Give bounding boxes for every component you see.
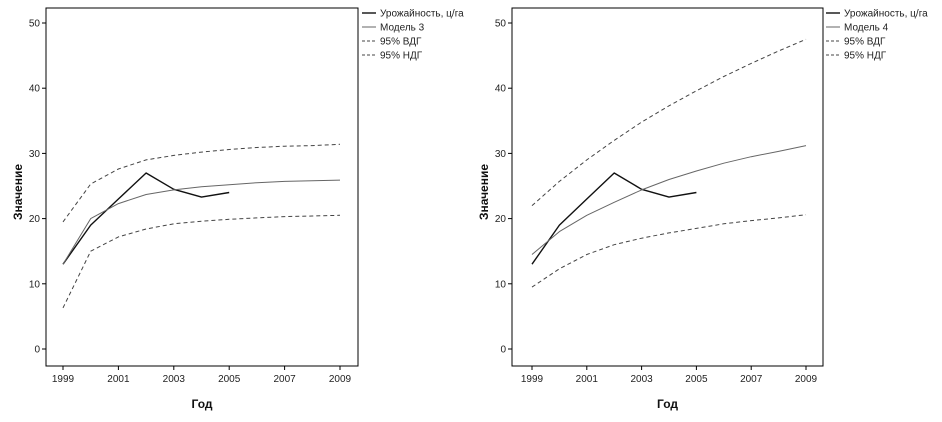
x-tick-label: 2003 <box>163 374 186 385</box>
y-tick-label: 0 <box>34 345 40 356</box>
series-line-4 <box>531 214 807 288</box>
y-axis-label: Значение <box>477 164 491 220</box>
series-line-3 <box>62 143 341 223</box>
legend-label: 95% НДГ <box>844 51 887 62</box>
x-tick-label: 2005 <box>218 374 241 385</box>
x-axis-label: Год <box>657 397 678 411</box>
y-tick-label: 20 <box>29 214 41 225</box>
y-tick-label: 40 <box>29 84 41 95</box>
x-tick-label: 2003 <box>630 374 653 385</box>
legend-label: Модель 3 <box>380 23 425 34</box>
x-tick-label: 2001 <box>107 374 130 385</box>
x-tick-label: 1999 <box>52 374 75 385</box>
x-tick-label: 2007 <box>273 374 296 385</box>
series-line-2 <box>62 179 341 265</box>
chart-panel-1: 0 10 20 30 40 50 1999 2001 2003 2005 2007 2009 Год Зн… <box>11 7 464 411</box>
plot-frame <box>511 7 824 367</box>
series-line-1 <box>531 172 697 265</box>
y-tick-label: 50 <box>495 19 507 30</box>
y-tick-label: 30 <box>495 149 507 160</box>
y-tick-label: 10 <box>495 279 507 290</box>
legend-label: 95% НДГ <box>380 51 423 62</box>
x-tick-label: 2007 <box>740 374 763 385</box>
y-tick-label: 10 <box>29 279 41 290</box>
series-line-2 <box>531 145 807 255</box>
legend-label: 95% ВДГ <box>844 37 886 48</box>
legend-label: 95% ВДГ <box>380 37 422 48</box>
x-tick-label: 2009 <box>329 374 352 385</box>
x-tick-label: 2009 <box>795 374 818 385</box>
legend-label: Урожайность, ц/га <box>380 9 464 20</box>
x-tick-label: 1999 <box>521 374 544 385</box>
legend-label: Урожайность, ц/га <box>844 9 928 20</box>
series-line-1 <box>62 172 230 265</box>
x-tick-label: 2005 <box>685 374 708 385</box>
series-line-4 <box>62 214 341 309</box>
y-tick-label: 30 <box>29 149 41 160</box>
legend-label: Модель 4 <box>844 23 889 34</box>
y-tick-label: 0 <box>500 345 506 356</box>
y-tick-label: 20 <box>495 214 507 225</box>
x-tick-label: 2001 <box>576 374 599 385</box>
y-axis-label: Значение <box>11 164 25 220</box>
y-tick-label: 40 <box>495 84 507 95</box>
y-tick-label: 50 <box>29 19 41 30</box>
plot-frame <box>45 7 359 367</box>
series-line-3 <box>531 38 807 206</box>
x-axis-label: Год <box>192 397 213 411</box>
chart-panel-2: 0 10 20 30 40 50 1999 2001 2003 2005 2007 2009 Год Зн… <box>477 7 928 411</box>
